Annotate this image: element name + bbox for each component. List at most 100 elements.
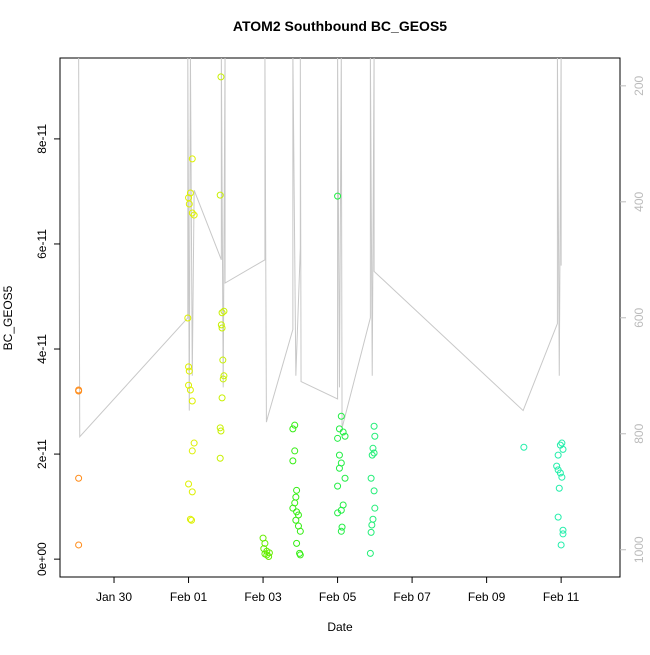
y-tick-label: 8e-11 — [35, 124, 49, 154]
data-point — [218, 324, 226, 332]
data-point — [334, 434, 342, 442]
data-point — [371, 504, 379, 512]
data-point — [556, 469, 564, 477]
x-tick-label: Feb 07 — [393, 590, 431, 604]
data-point — [341, 474, 349, 482]
data-point — [75, 541, 83, 549]
data-point — [188, 447, 196, 455]
data-point — [289, 425, 297, 433]
data-point — [186, 189, 194, 197]
data-point — [186, 515, 194, 523]
data-point — [554, 513, 562, 521]
y2-tick-label: 800 — [632, 423, 646, 443]
data-point — [370, 422, 378, 430]
data-point — [334, 509, 342, 517]
data-point — [520, 443, 528, 451]
data-point — [292, 516, 300, 524]
data-point — [217, 73, 225, 81]
data-point — [370, 449, 378, 457]
data-point — [555, 484, 563, 492]
data-point — [185, 363, 193, 371]
data-point — [218, 309, 226, 317]
data-point — [188, 516, 196, 524]
data-point — [220, 372, 228, 380]
y2-tick-label: 600 — [632, 307, 646, 327]
data-point — [216, 424, 224, 432]
y2-tick-label: 400 — [632, 191, 646, 211]
data-point — [337, 527, 345, 535]
data-point — [75, 386, 83, 394]
data-point — [338, 523, 346, 531]
data-point — [341, 432, 349, 440]
data-point — [367, 474, 375, 482]
x-tick-label: Feb 03 — [244, 590, 282, 604]
y2-tick-label: 200 — [632, 76, 646, 96]
data-point — [339, 428, 347, 436]
data-point — [188, 155, 196, 163]
data-point — [291, 447, 299, 455]
data-point — [184, 314, 192, 322]
data-point — [558, 473, 566, 481]
data-point — [185, 367, 193, 375]
data-point — [265, 553, 273, 561]
data-point — [368, 451, 376, 459]
data-point — [265, 549, 273, 557]
data-point — [371, 432, 379, 440]
data-point — [559, 530, 567, 538]
data-point — [291, 421, 299, 429]
data-point — [553, 462, 561, 470]
data-point — [293, 539, 301, 547]
data-point — [337, 412, 345, 420]
altitude-trace — [78, 58, 562, 438]
x-tick-label: Feb 01 — [170, 590, 208, 604]
data-point — [334, 192, 342, 200]
data-point — [261, 539, 269, 547]
data-point — [185, 381, 193, 389]
data-point — [190, 439, 198, 447]
data-point — [559, 445, 567, 453]
data-point — [188, 209, 196, 217]
data-point — [217, 321, 225, 329]
plot-area — [75, 58, 567, 561]
data-point — [188, 397, 196, 405]
data-point — [185, 480, 193, 488]
data-point — [367, 528, 375, 536]
data-point — [219, 356, 227, 364]
data-point — [186, 386, 194, 394]
data-point — [289, 504, 297, 512]
data-point — [335, 425, 343, 433]
data-point — [370, 487, 378, 495]
data-point — [554, 451, 562, 459]
data-point — [292, 493, 300, 501]
data-point — [75, 474, 83, 482]
data-point — [369, 444, 377, 452]
data-point — [188, 488, 196, 496]
y-axis-label: BC_GEOS5 — [1, 285, 15, 350]
x-axis-label: Date — [327, 620, 353, 634]
y2-tick-label: 1000 — [632, 536, 646, 563]
data-point — [185, 200, 193, 208]
data-point — [293, 486, 301, 494]
data-point — [216, 191, 224, 199]
data-point — [559, 526, 567, 534]
data-point — [218, 394, 226, 402]
data-point — [557, 541, 565, 549]
data-point — [369, 515, 377, 523]
x-tick-label: Feb 11 — [543, 590, 580, 604]
data-point — [219, 375, 227, 383]
y-tick-label: 0e+00 — [35, 542, 49, 576]
data-point — [296, 551, 304, 559]
y-tick-label: 2e-11 — [35, 439, 49, 469]
x-tick-label: Feb 09 — [468, 590, 506, 604]
data-point — [335, 451, 343, 459]
y-tick-label: 6e-11 — [35, 229, 49, 259]
data-point — [366, 549, 374, 557]
x-tick-label: Jan 30 — [96, 590, 132, 604]
data-point — [190, 211, 198, 219]
data-point — [335, 464, 343, 472]
chart-title: ATOM2 Southbound BC_GEOS5 — [233, 18, 447, 34]
data-point — [220, 307, 228, 315]
data-point — [334, 482, 342, 490]
data-point — [217, 427, 225, 435]
data-point — [296, 527, 304, 535]
